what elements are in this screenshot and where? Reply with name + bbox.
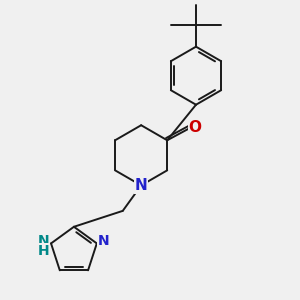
Text: H: H [38,244,50,258]
Text: N: N [38,234,49,248]
Text: O: O [188,120,201,135]
Text: N: N [98,234,110,248]
Text: N: N [135,178,148,193]
